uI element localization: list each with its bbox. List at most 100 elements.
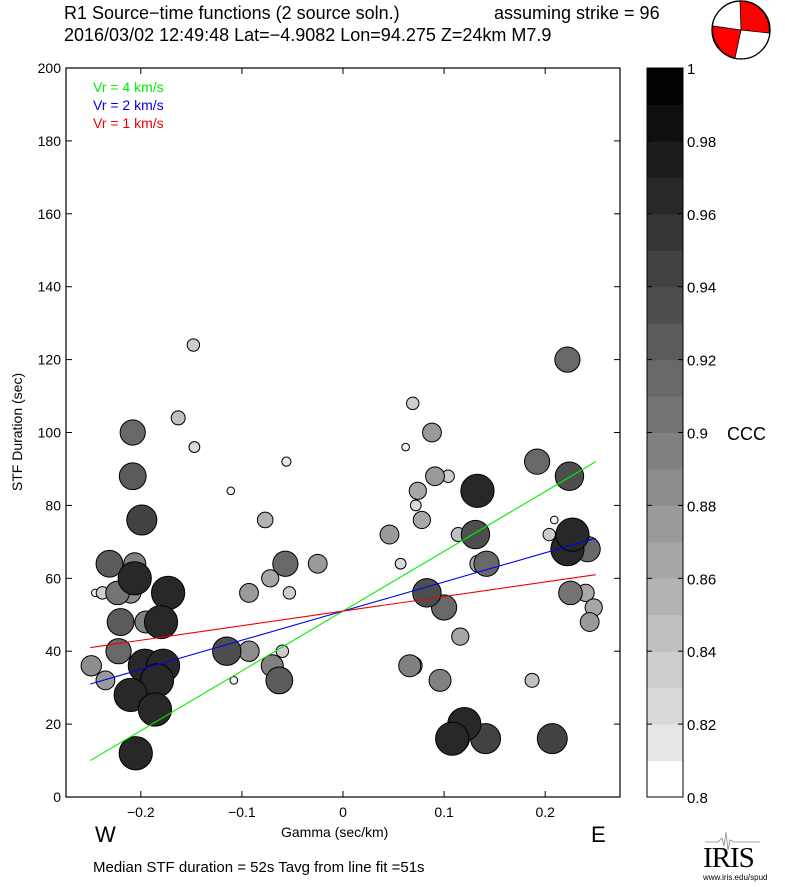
legend: Vr = 4 km/s Vr = 2 km/s Vr = 1 km/s xyxy=(93,79,164,131)
data-point xyxy=(186,338,201,352)
data-point xyxy=(229,676,239,685)
x-tick-label: −0.2 xyxy=(127,804,155,820)
data-point xyxy=(261,569,280,588)
colorbar-tick-label: 0.84 xyxy=(687,644,716,661)
data-point xyxy=(451,627,470,646)
iris-logo xyxy=(705,831,760,851)
legend-entry: Vr = 4 km/s xyxy=(93,79,164,95)
colorbar: 0.8 0.82 0.84 0.86 0.88 0.9 0.92 0.94 0.96 0.98 1 xyxy=(646,61,716,807)
colorbar-tick-label: 0.8 xyxy=(687,790,708,807)
x-tick-label: −0.1 xyxy=(228,804,256,820)
velocity-lines xyxy=(89,461,597,762)
x-tick-label: 0.2 xyxy=(535,804,555,820)
data-point xyxy=(238,640,260,662)
data-point xyxy=(558,580,583,606)
colorbar-tick-label: 0.86 xyxy=(687,571,716,588)
colorbar-tick-label: 0.96 xyxy=(687,207,716,224)
legend-entry: Vr = 2 km/s xyxy=(93,97,164,113)
colorbar-band xyxy=(647,687,683,725)
data-point xyxy=(406,396,420,411)
data-point xyxy=(398,654,422,678)
data-point xyxy=(473,550,500,577)
velocity-line xyxy=(90,574,596,649)
data-point xyxy=(412,578,442,608)
chart-title: R1 Source−time functions (2 source soln.… xyxy=(64,3,400,23)
colorbar-tick-label: 0.94 xyxy=(687,280,716,297)
colorbar-band xyxy=(647,213,683,251)
data-point xyxy=(460,473,495,508)
colorbar-tick-label: 0.82 xyxy=(687,717,716,734)
y-tick-label: 140 xyxy=(38,279,62,295)
data-point xyxy=(126,504,158,536)
data-point xyxy=(256,511,274,529)
event-info: 2016/03/02 12:49:48 Lat=−4.9082 Lon=94.2… xyxy=(64,25,552,45)
strike-text: assuming strike = 96 xyxy=(494,3,660,23)
data-point xyxy=(460,519,491,550)
colorbar-band xyxy=(647,177,683,215)
y-tick-label: 60 xyxy=(45,570,61,586)
colorbar-band xyxy=(647,359,683,397)
data-point xyxy=(265,666,294,695)
data-point xyxy=(422,422,442,443)
y-tick-label: 160 xyxy=(38,206,62,222)
colorbar-band xyxy=(647,286,683,324)
data-point xyxy=(212,636,242,666)
data-point xyxy=(170,410,186,426)
summary-text: Median STF duration = 52s Tavg from line… xyxy=(93,859,425,876)
data-point xyxy=(281,456,292,467)
colorbar-band xyxy=(647,432,683,470)
east-label: E xyxy=(591,822,606,847)
data-point xyxy=(554,461,585,491)
colorbar-tick-label: 0.88 xyxy=(687,498,716,515)
data-point xyxy=(137,692,173,727)
data-point xyxy=(542,527,556,542)
colorbar-band xyxy=(647,541,683,579)
beachball-icon xyxy=(711,0,771,60)
data-point xyxy=(555,517,590,552)
data-point xyxy=(425,466,445,487)
colorbar-band xyxy=(647,396,683,433)
data-point xyxy=(579,612,600,632)
y-tick-label: 200 xyxy=(38,60,62,76)
west-label: W xyxy=(95,822,116,847)
colorbar-band xyxy=(647,578,683,616)
y-tick-label: 0 xyxy=(53,789,61,805)
y-tick-label: 100 xyxy=(38,425,62,441)
data-point xyxy=(118,736,153,771)
data-point xyxy=(151,575,186,610)
x-tick-label: 0 xyxy=(339,804,347,820)
x-axis-label: Gamma (sec/km) xyxy=(281,824,389,840)
colorbar-tick-label: 0.9 xyxy=(687,426,708,443)
data-point xyxy=(282,586,297,600)
data-point xyxy=(307,553,328,574)
colorbar-band xyxy=(647,760,683,798)
data-point xyxy=(524,672,540,688)
legend-entry: Vr = 1 km/s xyxy=(93,115,164,131)
data-point xyxy=(95,549,124,578)
data-point xyxy=(80,655,102,677)
iris-url: www.iris.edu/spud xyxy=(703,873,768,882)
colorbar-tick-label: 1 xyxy=(687,61,695,78)
data-point xyxy=(428,668,452,692)
data-point xyxy=(118,462,147,491)
data-point xyxy=(435,721,470,756)
colorbar-tick-label: 0.98 xyxy=(687,134,716,151)
colorbar-band xyxy=(647,505,683,543)
data-point xyxy=(226,486,236,496)
y-axis-label: STF Duration (sec) xyxy=(9,373,25,491)
colorbar-band xyxy=(647,140,683,178)
data-point xyxy=(549,515,559,525)
y-tick-label: 120 xyxy=(38,352,62,368)
data-point xyxy=(272,550,299,577)
colorbar-tick-label: 0.92 xyxy=(687,353,716,370)
colorbar-band xyxy=(647,651,683,689)
data-point xyxy=(412,510,431,530)
y-tick-label: 20 xyxy=(45,716,61,732)
y-tick-label: 180 xyxy=(38,133,62,149)
data-point xyxy=(401,442,410,452)
data-point xyxy=(408,481,427,500)
colorbar-band xyxy=(647,468,683,506)
data-point xyxy=(188,441,201,453)
x-tick-label: 0.1 xyxy=(434,804,454,820)
